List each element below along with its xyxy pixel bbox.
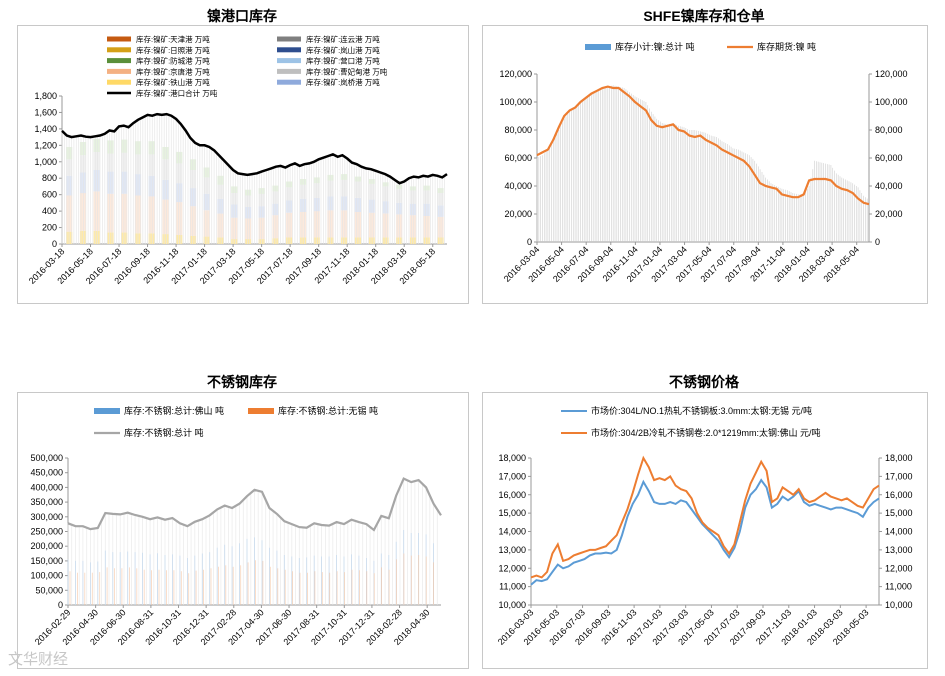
chart-1-title: 镍港口库存 — [207, 8, 277, 24]
chart-4-title: 不锈钢价格 — [669, 374, 739, 390]
chart-3-frame — [17, 392, 469, 669]
chart-3-title: 不锈钢库存 — [207, 374, 277, 390]
watermark-text: 文华财经 — [8, 651, 69, 668]
chart-2-frame — [482, 25, 928, 304]
chart-4-frame — [482, 392, 928, 669]
chart-2-title: SHFE镍库存和仓单 — [643, 8, 765, 24]
chart-1-frame — [17, 25, 469, 304]
